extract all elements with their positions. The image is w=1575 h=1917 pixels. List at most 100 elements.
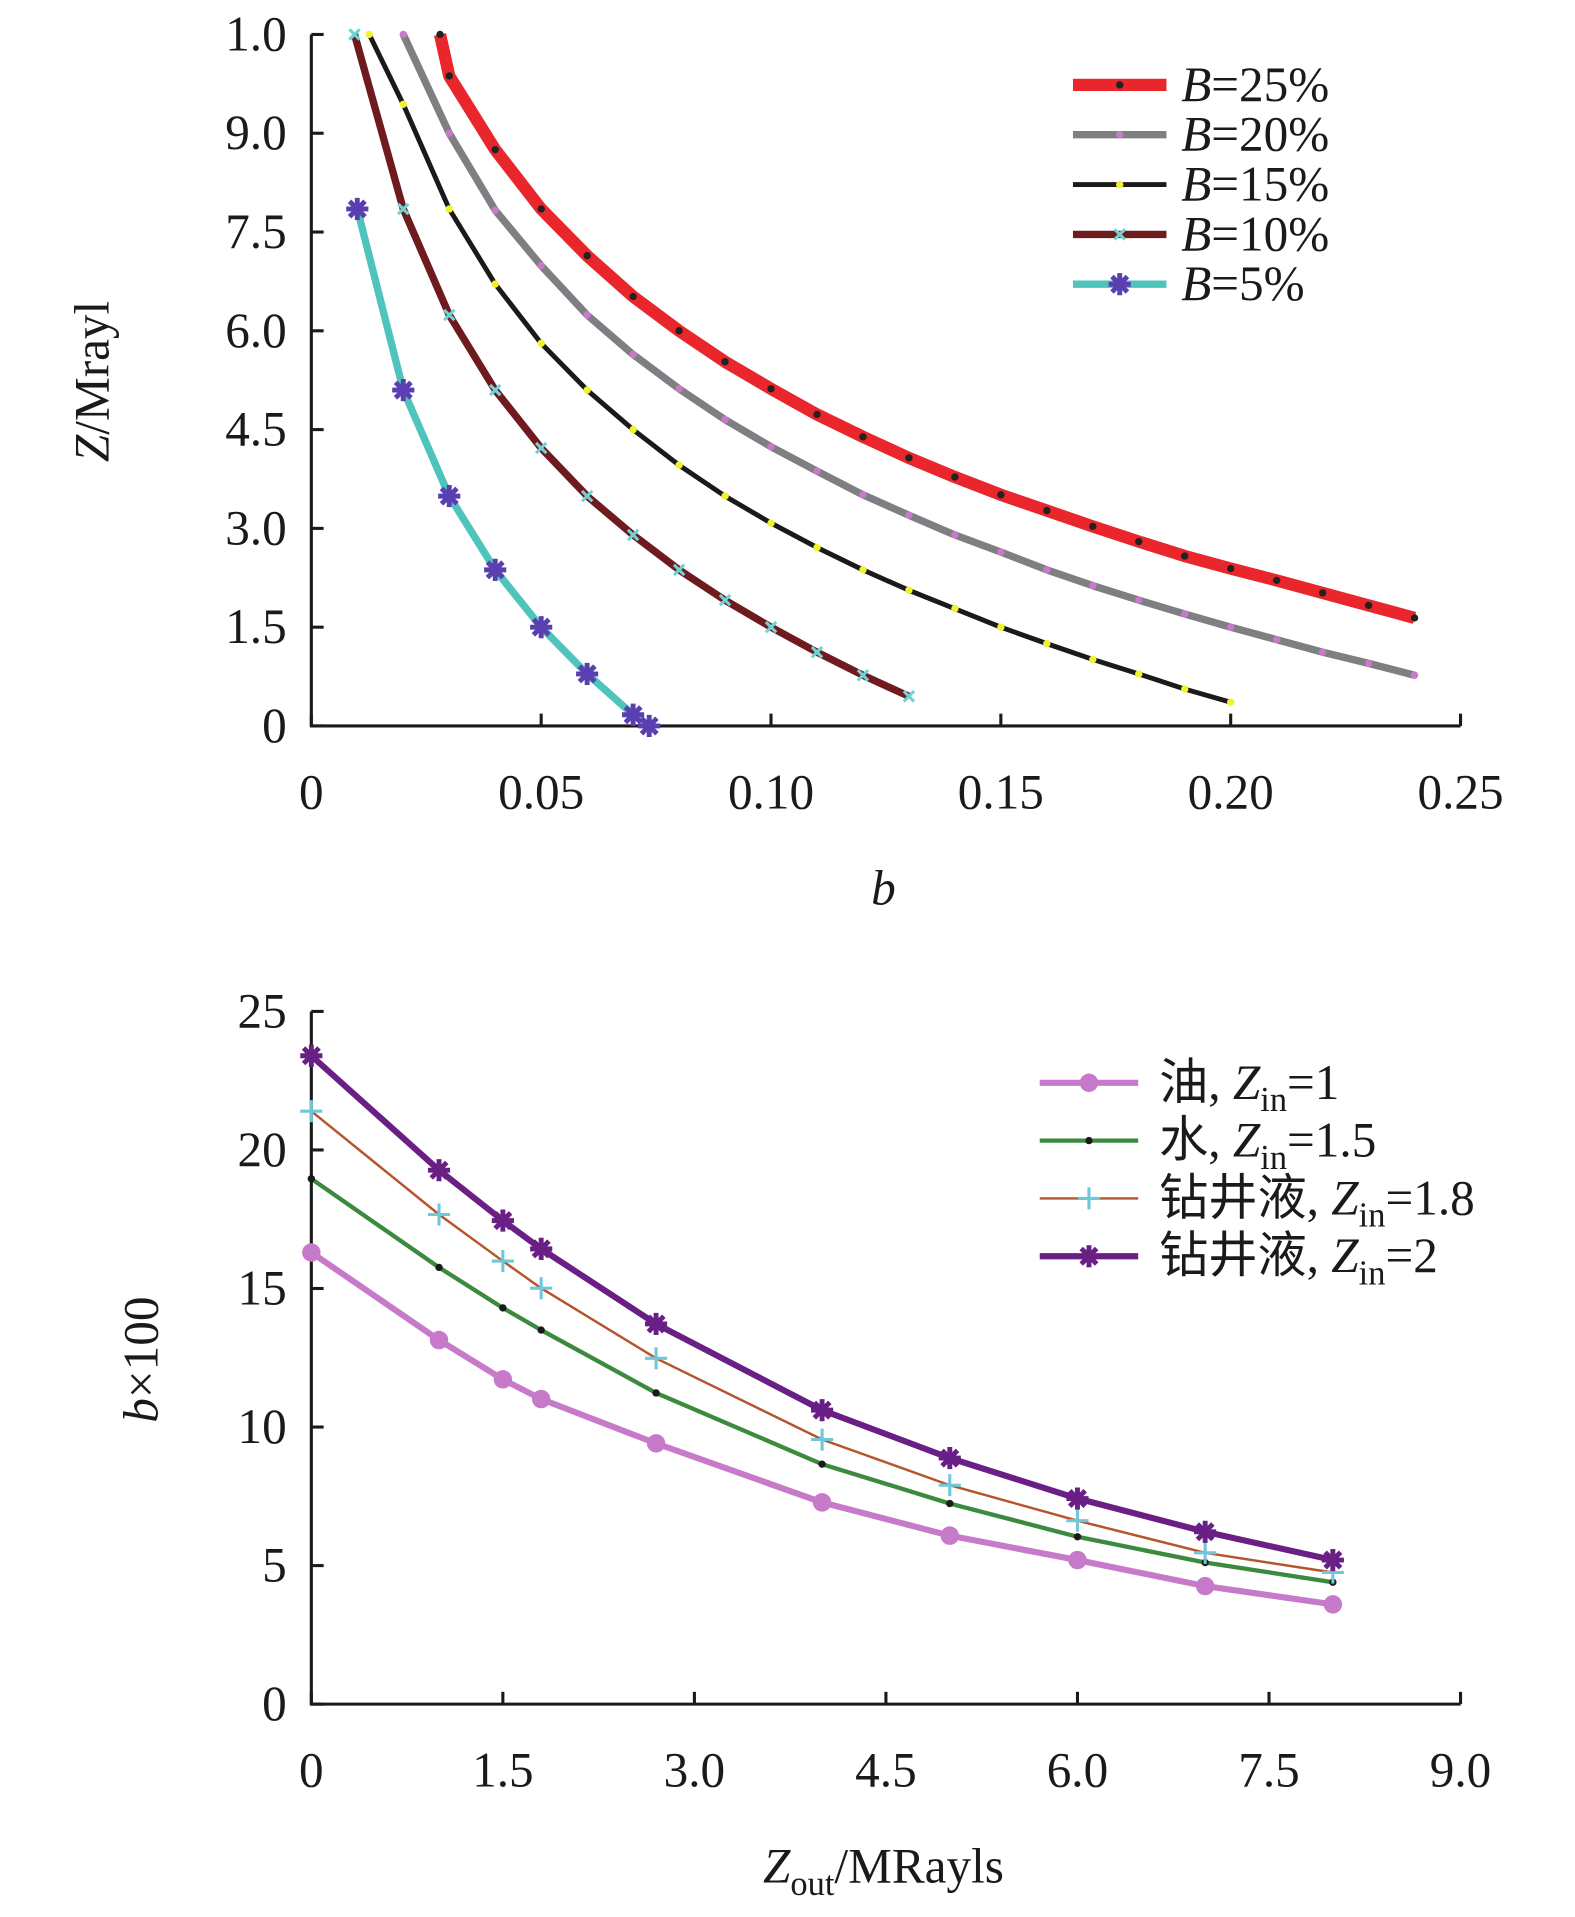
marker	[1089, 522, 1097, 531]
marker	[491, 146, 499, 154]
legend-marker	[1108, 273, 1131, 296]
marker	[537, 1326, 545, 1334]
marker	[718, 593, 732, 607]
series-line	[353, 208, 652, 729]
marker	[638, 714, 661, 738]
marker	[721, 358, 729, 366]
marker	[1410, 614, 1419, 622]
y-tick-label: 7.5	[225, 204, 287, 259]
text-part: 钻井液,	[1159, 1228, 1331, 1283]
marker	[576, 662, 599, 685]
marker	[646, 1434, 666, 1453]
y-tick-label: 20	[238, 1122, 287, 1177]
marker	[484, 558, 507, 581]
marker	[530, 1277, 553, 1300]
y-axis-label: Z/Mrayl	[64, 301, 119, 462]
legend-marker	[1085, 1136, 1093, 1145]
x-tick-label: 1.5	[472, 1743, 534, 1798]
marker	[1364, 601, 1373, 610]
marker	[1323, 1595, 1343, 1614]
marker	[1181, 610, 1189, 618]
text-part: in	[1359, 1255, 1386, 1293]
marker	[583, 311, 591, 319]
marker	[813, 543, 821, 552]
marker	[675, 461, 683, 469]
marker	[629, 292, 637, 301]
text-part: =5%	[1211, 256, 1304, 311]
text-part: =1	[1287, 1055, 1339, 1110]
text-part: B	[1181, 107, 1211, 162]
text-part: in	[1359, 1197, 1386, 1235]
text-part: =20%	[1211, 107, 1329, 162]
text-part: Z	[1331, 1170, 1359, 1225]
marker	[856, 668, 870, 682]
marker	[427, 1203, 451, 1226]
marker	[1227, 623, 1235, 631]
marker	[813, 467, 821, 475]
legend-label: B=15%	[1181, 157, 1329, 212]
text-part: in	[1260, 1139, 1287, 1177]
marker	[951, 605, 959, 613]
marker	[307, 1175, 316, 1183]
y-tick-label: 3.0	[225, 500, 287, 555]
marker	[652, 1389, 660, 1397]
marker	[488, 383, 502, 397]
marker	[436, 30, 444, 39]
marker	[1227, 564, 1235, 573]
marker	[491, 1249, 514, 1273]
marker	[397, 202, 410, 216]
x-axis-label: b	[871, 860, 896, 915]
marker	[531, 1389, 551, 1409]
marker	[537, 205, 545, 213]
marker	[997, 491, 1005, 499]
marker	[429, 1330, 449, 1350]
marker	[810, 645, 824, 659]
marker	[1227, 698, 1235, 706]
marker	[1410, 671, 1419, 679]
marker	[938, 1447, 961, 1470]
marker	[302, 1243, 321, 1262]
marker	[811, 1428, 834, 1451]
marker	[442, 308, 456, 322]
legend-label: B=20%	[1181, 107, 1329, 162]
marker	[300, 1100, 323, 1123]
series-line	[310, 1177, 1334, 1585]
text-part: 钻井液,	[1159, 1170, 1331, 1225]
marker	[951, 473, 959, 481]
marker	[346, 197, 369, 221]
y-tick-label: 15	[238, 1260, 287, 1315]
legend-label: 油, Zin=1	[1159, 1055, 1339, 1119]
marker	[629, 425, 637, 434]
marker	[859, 433, 867, 441]
y-tick-label: 1.5	[225, 599, 287, 654]
x-tick-label: 0.05	[498, 764, 584, 819]
y-tick-label: 6.0	[225, 303, 287, 358]
marker	[499, 1304, 507, 1312]
marker	[672, 563, 686, 577]
marker	[580, 489, 594, 503]
series-line	[310, 1110, 1334, 1574]
x-tick-label: 0	[299, 764, 324, 819]
marker	[938, 1474, 961, 1497]
text-part: /MRayls	[834, 1839, 1004, 1894]
text-part: B	[1181, 206, 1211, 261]
legend-marker	[1077, 1245, 1101, 1268]
text-part: b	[114, 1398, 169, 1423]
marker	[392, 379, 415, 402]
text-part: b	[871, 860, 896, 915]
y-tick-label: 0	[262, 1676, 287, 1731]
text-part: out	[790, 1865, 834, 1903]
x-tick-label: 9.0	[1430, 1743, 1492, 1798]
y-tick-label: 10	[238, 1399, 287, 1454]
marker	[812, 1493, 832, 1512]
marker	[1318, 589, 1327, 597]
marker	[905, 454, 913, 462]
series-line	[350, 33, 911, 700]
marker	[1066, 1487, 1089, 1510]
text-part: B	[1181, 57, 1211, 112]
marker	[1194, 1541, 1217, 1564]
marker	[1272, 576, 1281, 585]
marker	[1181, 685, 1189, 693]
x-tick-label: 4.5	[855, 1743, 917, 1798]
